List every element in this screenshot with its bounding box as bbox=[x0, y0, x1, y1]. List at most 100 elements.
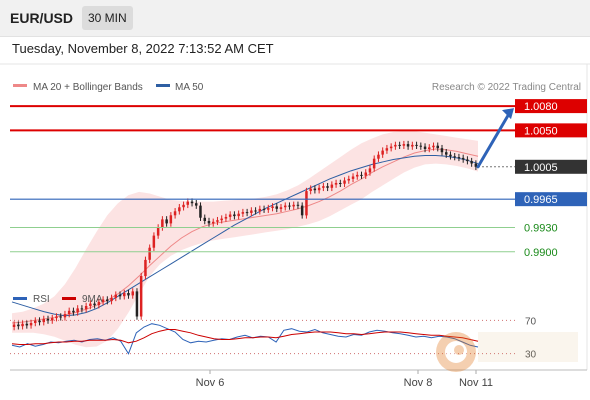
candle-body bbox=[101, 299, 105, 302]
timestamp: Tuesday, November 8, 2022 7:13:52 AM CET bbox=[12, 41, 274, 56]
candle-body bbox=[220, 218, 223, 221]
currency-pair-title: EUR/USD bbox=[10, 10, 74, 26]
last-price-label: 1.0005 bbox=[524, 162, 558, 174]
candle-body bbox=[55, 316, 58, 319]
candle-body bbox=[29, 323, 33, 326]
candle-body bbox=[317, 187, 321, 191]
candle-body bbox=[330, 184, 334, 188]
candle-body bbox=[161, 219, 164, 228]
candle-body bbox=[46, 318, 50, 321]
candle-body bbox=[288, 205, 291, 207]
main-chart-layer bbox=[11, 131, 479, 348]
candle-body bbox=[63, 314, 67, 318]
candle-body bbox=[25, 323, 29, 326]
candle-body bbox=[347, 178, 350, 181]
candle-body bbox=[398, 144, 401, 146]
candle-body bbox=[275, 206, 278, 209]
candle-body bbox=[343, 180, 346, 184]
candle-body bbox=[216, 220, 219, 222]
candle-body bbox=[436, 145, 439, 149]
candle-body bbox=[237, 213, 240, 217]
research-credit: Research © 2022 Trading Central bbox=[432, 82, 581, 93]
candle-body bbox=[80, 308, 84, 310]
candle-body bbox=[389, 146, 393, 149]
x-tick-label: Nov 8 bbox=[404, 377, 433, 389]
rsi-ma-legend-swatch bbox=[62, 297, 76, 300]
candle-body bbox=[271, 206, 274, 208]
last-price-badge bbox=[515, 159, 587, 174]
top-bar: EUR/USD 30 MIN bbox=[0, 0, 590, 37]
candle-body bbox=[106, 299, 109, 302]
candle-body bbox=[59, 316, 62, 318]
rsi-legend-label: RSI bbox=[33, 294, 50, 305]
candle-body bbox=[89, 303, 92, 306]
candle-body bbox=[300, 205, 304, 216]
candle-body bbox=[461, 157, 465, 160]
candle-body bbox=[67, 310, 71, 314]
timeframe-button[interactable]: 30 MIN bbox=[82, 6, 133, 30]
candle-body bbox=[165, 219, 168, 224]
candle-body bbox=[445, 152, 448, 155]
candle-body bbox=[326, 186, 329, 188]
resistance-badge bbox=[515, 123, 587, 138]
candle-body bbox=[313, 188, 317, 191]
candle-body bbox=[12, 324, 16, 327]
candle-body bbox=[207, 221, 211, 224]
candle-body bbox=[203, 217, 206, 221]
candle-body bbox=[144, 259, 147, 277]
candle-body bbox=[84, 306, 88, 310]
candle-body bbox=[152, 235, 156, 248]
candle-body bbox=[305, 191, 308, 216]
candle-body bbox=[262, 208, 266, 210]
candle-body bbox=[415, 144, 418, 146]
candle-body bbox=[381, 150, 384, 155]
candle-body bbox=[377, 154, 380, 159]
candle-body bbox=[114, 294, 117, 298]
x-tick-label: Nov 11 bbox=[459, 377, 493, 389]
candle-body bbox=[76, 308, 79, 313]
candle-body bbox=[182, 204, 185, 208]
candle-body bbox=[42, 318, 45, 323]
candle-body bbox=[38, 320, 41, 323]
candle-body bbox=[233, 214, 236, 217]
candle-body bbox=[364, 172, 367, 176]
ma50-line bbox=[11, 154, 479, 317]
rsi-ma-line bbox=[11, 329, 479, 345]
candle-body bbox=[118, 294, 122, 297]
candle-body bbox=[423, 146, 427, 149]
candle-body bbox=[169, 215, 173, 224]
candle-body bbox=[190, 201, 194, 204]
rsi-line bbox=[11, 323, 479, 355]
candle-body bbox=[224, 217, 228, 219]
candle-body bbox=[339, 183, 342, 184]
candle-body bbox=[258, 208, 262, 212]
candle-body bbox=[432, 145, 435, 148]
candle-body bbox=[411, 144, 414, 147]
resistance-badge bbox=[515, 99, 587, 114]
candle-body bbox=[178, 207, 181, 212]
rsi-ma-legend-label: 9MA bbox=[82, 294, 103, 305]
candle-body bbox=[127, 293, 130, 296]
candle-body bbox=[474, 163, 478, 167]
candle-body bbox=[394, 144, 397, 147]
candle-body bbox=[351, 176, 355, 179]
candle-body bbox=[72, 310, 75, 313]
candle-body bbox=[279, 207, 283, 209]
candle-body bbox=[156, 227, 160, 236]
candle-body bbox=[135, 291, 139, 317]
ma50-legend-swatch bbox=[156, 84, 170, 87]
candle-body bbox=[419, 145, 422, 147]
candle-body bbox=[110, 297, 113, 302]
candle-body bbox=[449, 154, 452, 157]
x-tick-label: Nov 6 bbox=[196, 377, 225, 389]
candle-body bbox=[334, 183, 338, 185]
candle-body bbox=[97, 301, 101, 306]
candle-body bbox=[406, 144, 410, 147]
candle-body bbox=[245, 212, 249, 214]
candle-body bbox=[195, 203, 198, 206]
candle-body bbox=[267, 208, 270, 210]
candle-body bbox=[173, 211, 177, 216]
candle-body bbox=[250, 210, 253, 213]
candle-body bbox=[254, 210, 257, 212]
